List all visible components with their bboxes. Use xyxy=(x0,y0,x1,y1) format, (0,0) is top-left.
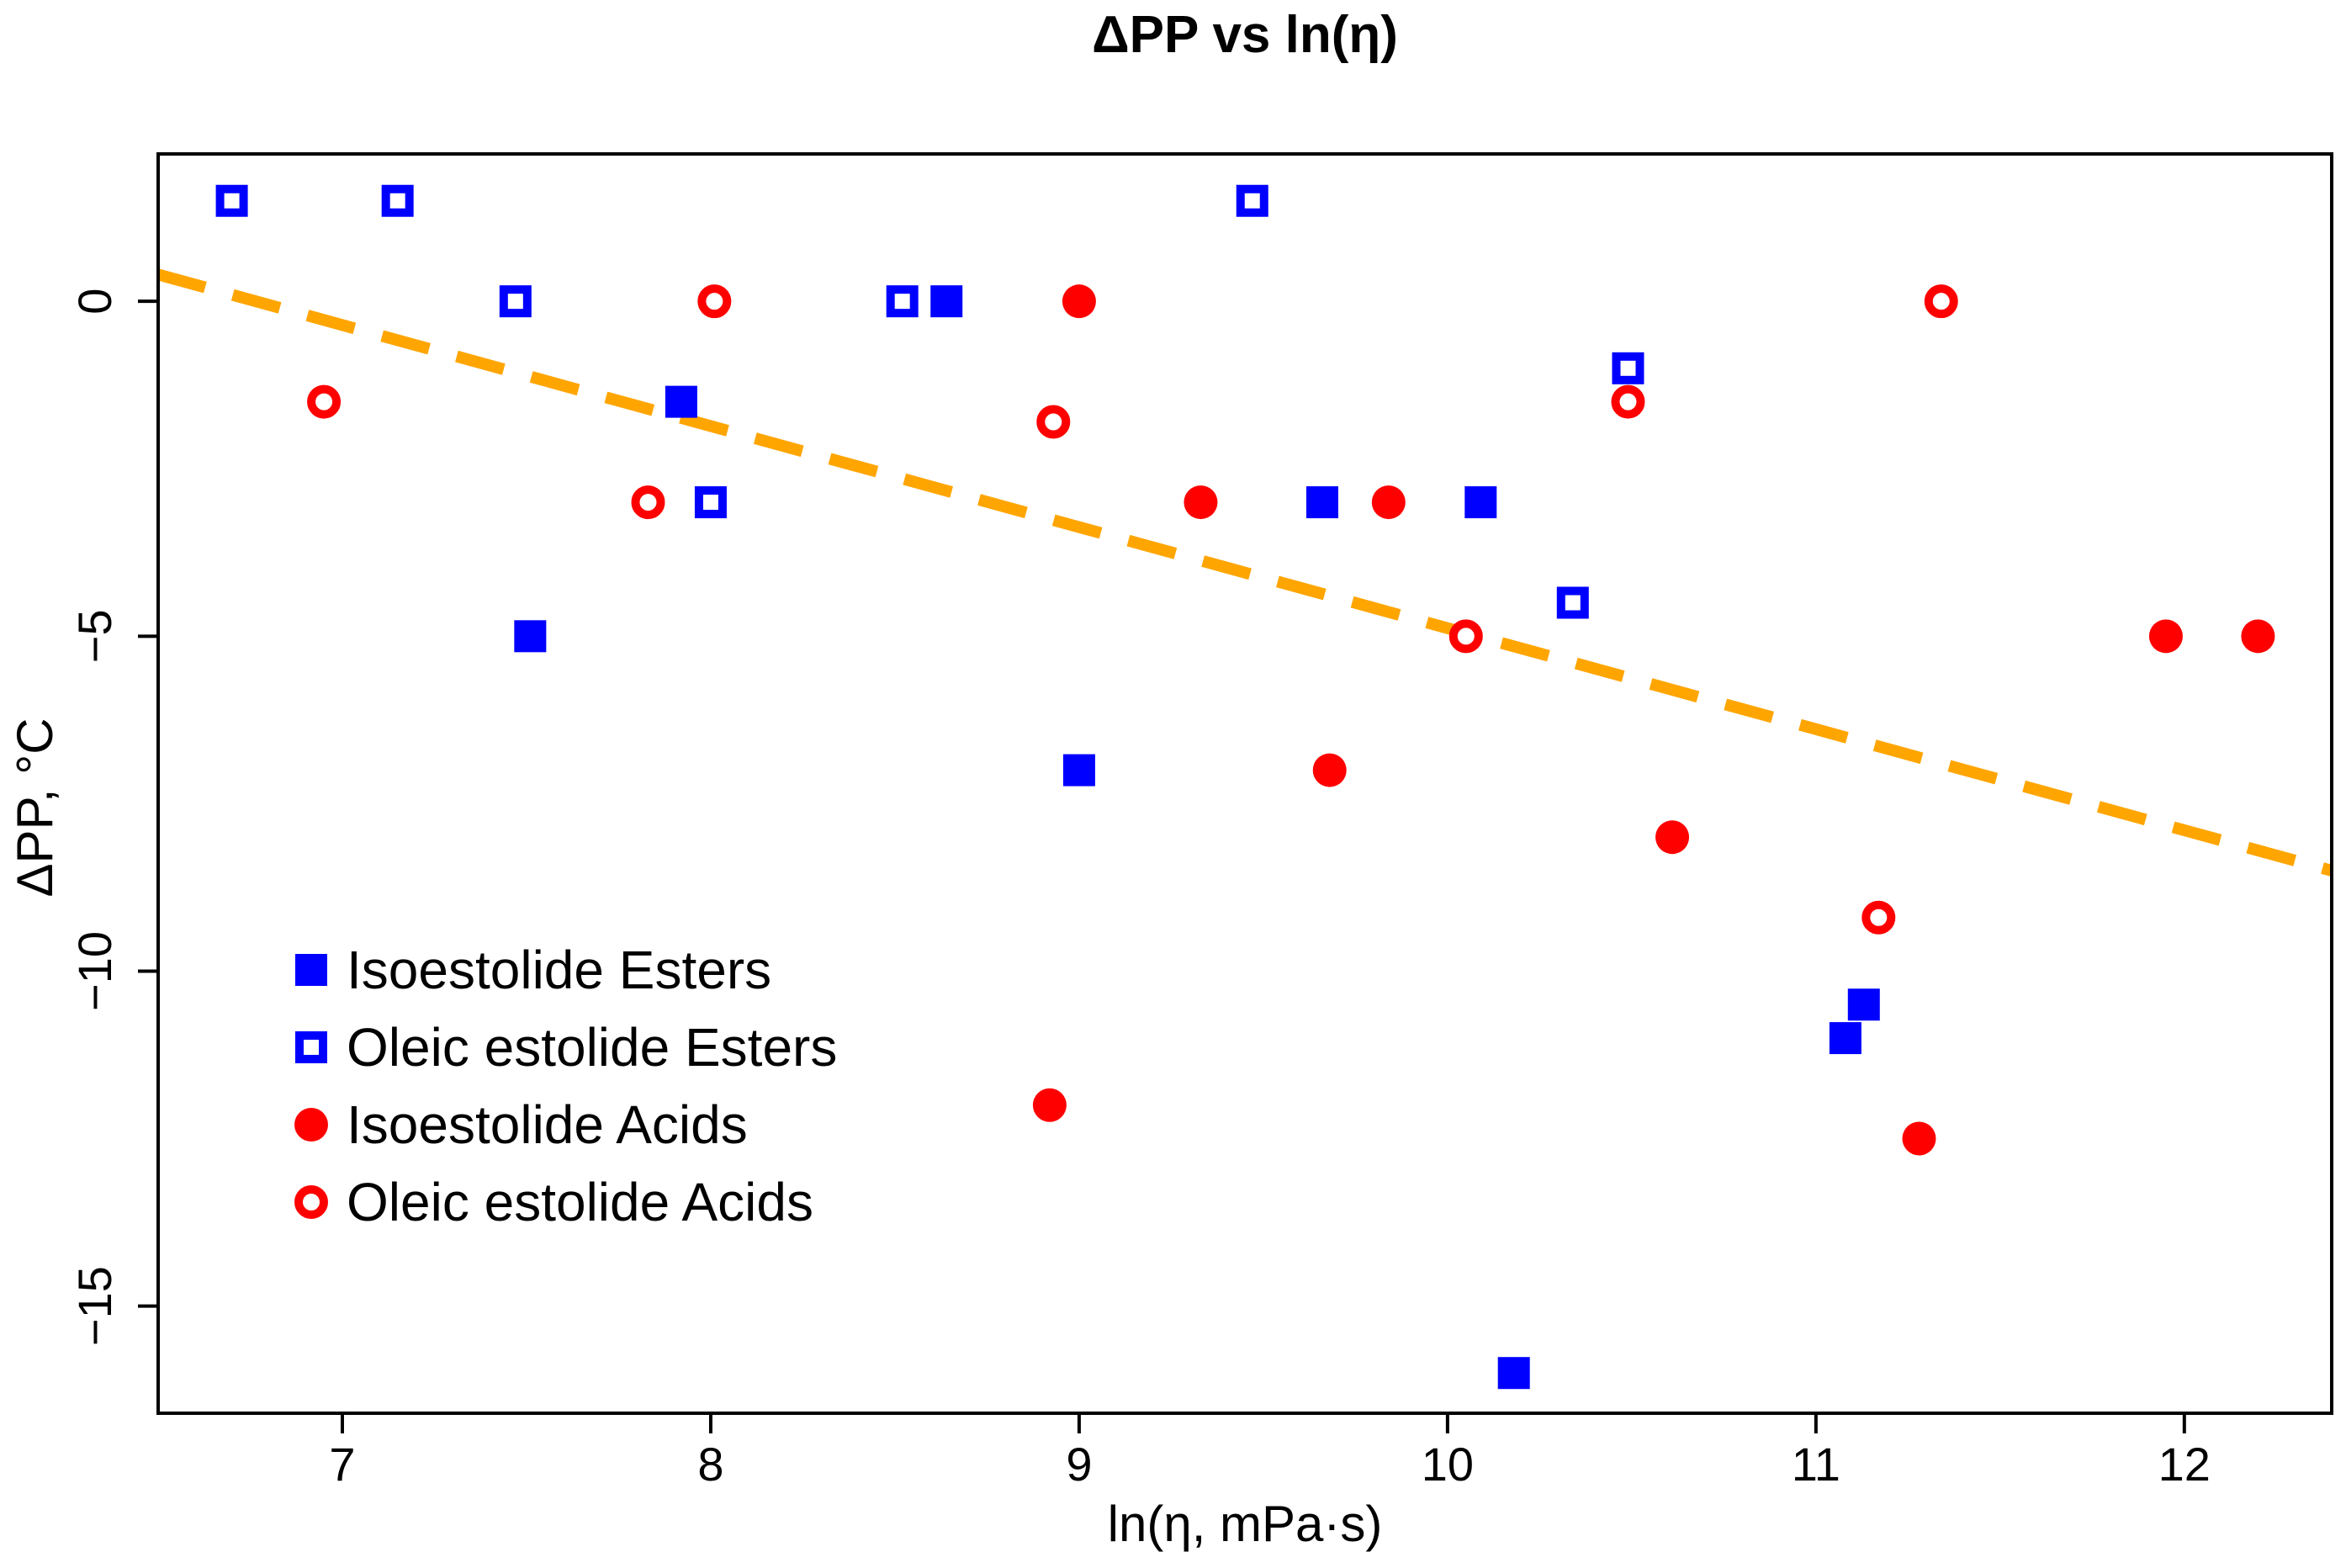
data-point xyxy=(1464,486,1497,519)
legend-label: Isoestolide Acids xyxy=(347,1094,748,1155)
data-point xyxy=(697,284,732,319)
data-point xyxy=(1312,753,1347,787)
plot-frame xyxy=(156,152,2333,1415)
y-tick-label: −5 xyxy=(68,609,121,663)
x-tick-label: 11 xyxy=(1792,1438,1840,1491)
data-point xyxy=(1062,754,1095,787)
data-point xyxy=(1829,1022,1861,1055)
data-point xyxy=(1655,820,1690,855)
data-point xyxy=(1036,405,1071,439)
legend-marker xyxy=(294,1185,328,1219)
data-point xyxy=(1062,284,1096,319)
data-point xyxy=(1556,586,1589,619)
legend-marker xyxy=(295,954,327,986)
data-point xyxy=(381,184,414,217)
x-tick-label: 8 xyxy=(697,1438,723,1491)
data-point xyxy=(307,384,342,419)
data-point xyxy=(1847,988,1880,1021)
data-point xyxy=(1236,184,1268,217)
x-axis-title: ln(η, mPa·s) xyxy=(1108,1496,1383,1552)
data-point xyxy=(1371,485,1406,520)
data-point xyxy=(694,486,727,519)
y-tick-label: −15 xyxy=(68,1266,121,1346)
data-point xyxy=(631,485,665,520)
series-2 xyxy=(1032,284,2275,1156)
y-tick-label: 0 xyxy=(68,289,121,315)
data-point xyxy=(1448,619,1483,654)
data-point xyxy=(2148,619,2183,654)
data-point xyxy=(1032,1088,1067,1122)
x-tick-label: 9 xyxy=(1066,1438,1092,1491)
data-point xyxy=(1305,486,1338,519)
data-point xyxy=(1861,900,1896,935)
x-tick-label: 10 xyxy=(1422,1438,1474,1491)
series-3 xyxy=(307,284,1958,935)
data-point xyxy=(2241,619,2275,654)
data-point xyxy=(886,285,919,318)
legend-label: Isoestolide Esters xyxy=(347,940,771,1000)
y-axis-title: ΔPP, °C xyxy=(7,718,63,897)
series-0 xyxy=(514,285,1880,1390)
x-tick-label: 7 xyxy=(329,1438,355,1491)
plot-area xyxy=(156,184,2333,1390)
trend-line xyxy=(156,268,2333,877)
data-point xyxy=(514,620,547,653)
x-tick-label: 12 xyxy=(2158,1438,2211,1491)
legend-label: Oleic estolide Acids xyxy=(347,1172,813,1232)
y-tick-label: −10 xyxy=(68,931,121,1011)
data-point xyxy=(1497,1357,1530,1390)
data-point xyxy=(665,385,697,418)
data-point xyxy=(1612,352,1644,384)
data-point xyxy=(1611,384,1645,419)
legend-label: Oleic estolide Esters xyxy=(347,1017,837,1078)
data-point xyxy=(1184,485,1218,520)
series-1 xyxy=(215,184,1644,619)
data-point xyxy=(1924,284,1958,319)
data-point xyxy=(930,285,963,318)
legend-marker xyxy=(294,1108,328,1142)
data-point xyxy=(215,184,248,217)
legend: Isoestolide Esters Oleic estolide Esters I… xyxy=(294,940,837,1232)
data-point xyxy=(499,285,532,318)
legend-marker xyxy=(295,1031,327,1063)
chart-title: ΔPP vs ln(η) xyxy=(1092,6,1398,64)
data-point xyxy=(1902,1121,1936,1156)
axes: 7 8 9 10 11 12 0 −5 −10 −15 xyxy=(68,152,2333,1491)
